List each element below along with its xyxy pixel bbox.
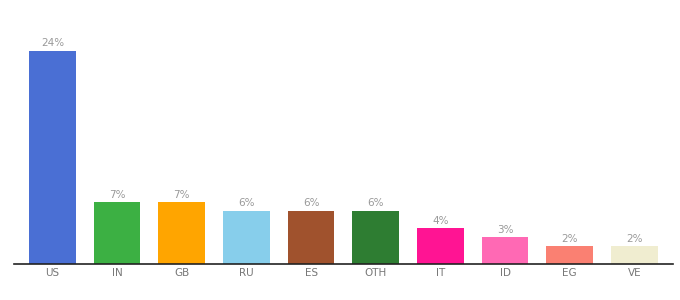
Bar: [223, 211, 270, 264]
Bar: [288, 211, 335, 264]
Bar: [352, 211, 399, 264]
Text: 6%: 6%: [238, 198, 254, 208]
Text: 6%: 6%: [303, 198, 320, 208]
Text: 7%: 7%: [109, 190, 125, 200]
Text: 3%: 3%: [497, 225, 513, 235]
Text: 2%: 2%: [626, 234, 643, 244]
Bar: [482, 237, 528, 264]
Text: 7%: 7%: [173, 190, 190, 200]
Bar: [29, 51, 75, 264]
Text: 6%: 6%: [367, 198, 384, 208]
Text: 24%: 24%: [41, 38, 64, 48]
Bar: [611, 246, 658, 264]
Text: 4%: 4%: [432, 216, 449, 226]
Bar: [417, 228, 464, 264]
Text: 2%: 2%: [562, 234, 578, 244]
Bar: [158, 202, 205, 264]
Bar: [94, 202, 140, 264]
Bar: [547, 246, 593, 264]
